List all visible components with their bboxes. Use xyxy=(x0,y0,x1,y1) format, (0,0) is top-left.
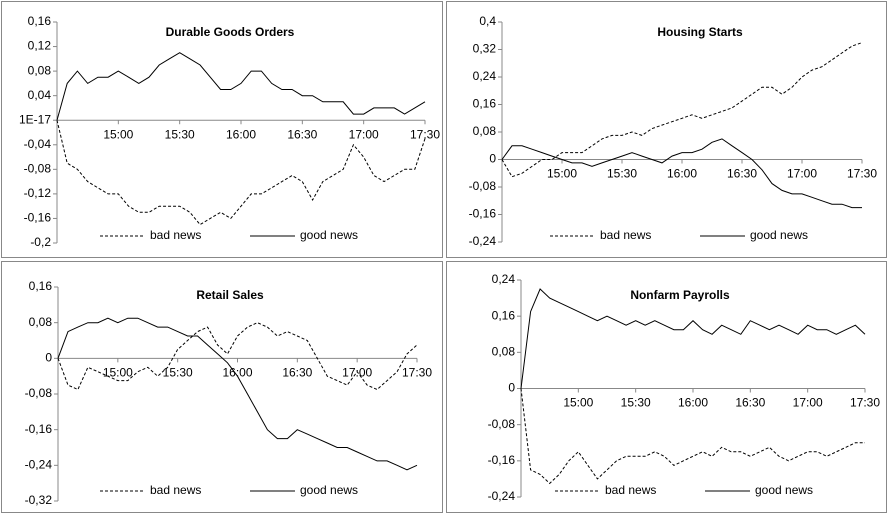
x-tick-label: 16:30 xyxy=(282,366,312,380)
x-tick-label: 15:30 xyxy=(165,127,195,141)
x-tick-label: 15:00 xyxy=(103,366,133,380)
y-tick-label: -0,16 xyxy=(24,211,52,225)
y-tick-label: 0,16 xyxy=(29,279,53,293)
y-tick-label: 0 xyxy=(508,381,515,395)
y-tick-label: -0,04 xyxy=(24,137,52,151)
y-tick-label: 0,16 xyxy=(492,308,516,322)
y-tick-label: -0,08 xyxy=(24,162,52,176)
x-tick-label: 17:30 xyxy=(402,366,432,380)
chart-title: Housing Starts xyxy=(657,25,743,39)
y-tick-label: 0,4 xyxy=(479,14,496,28)
y-tick-label: 0,08 xyxy=(492,345,516,359)
x-tick-label: 15:00 xyxy=(103,127,133,141)
legend-label: bad news xyxy=(600,228,651,242)
y-tick-label: -0,12 xyxy=(24,186,52,200)
x-tick-label: 15:30 xyxy=(607,167,637,181)
y-tick-label: -0,08 xyxy=(469,179,497,193)
series-line xyxy=(501,138,862,209)
y-tick-label: -0,24 xyxy=(25,458,53,472)
y-tick-label: 0,16 xyxy=(28,14,52,28)
chart-title: Durable Goods Orders xyxy=(166,25,295,39)
chart-title: Retail Sales xyxy=(196,288,264,302)
legend-label: bad news xyxy=(150,483,201,497)
legend-label: good news xyxy=(755,483,813,497)
x-tick-label: 15:30 xyxy=(621,396,651,410)
x-tick-label: 17:00 xyxy=(349,127,379,141)
y-tick-label: -0,24 xyxy=(488,489,516,503)
x-tick-label: 15:00 xyxy=(563,396,593,410)
y-tick-label: 0,08 xyxy=(473,124,497,138)
x-tick-label: 16:30 xyxy=(287,127,317,141)
series-line xyxy=(501,42,863,178)
x-tick-label: 16:00 xyxy=(226,127,256,141)
y-tick-label: -0,24 xyxy=(469,234,497,248)
y-tick-label: -0,08 xyxy=(25,386,53,400)
series-line xyxy=(56,120,426,226)
y-tick-label: 0,04 xyxy=(28,88,52,102)
x-tick-label: 17:00 xyxy=(793,396,823,410)
x-tick-label: 16:00 xyxy=(222,366,252,380)
y-tick-label: -0,2 xyxy=(30,235,51,249)
panel-frame xyxy=(446,261,887,513)
x-tick-label: 16:30 xyxy=(727,167,757,181)
y-tick-label: 0,32 xyxy=(473,42,497,56)
x-tick-label: 15:30 xyxy=(163,366,193,380)
x-tick-label: 16:00 xyxy=(667,167,697,181)
x-tick-label: 17:30 xyxy=(847,167,877,181)
y-tick-label: 0 xyxy=(45,351,52,365)
series-line xyxy=(520,288,866,389)
panel-frame xyxy=(1,261,443,513)
chart-title: Nonfarm Payrolls xyxy=(630,288,730,302)
series-line xyxy=(56,52,426,121)
panel-frame xyxy=(1,1,443,258)
legend-label: good news xyxy=(300,228,358,242)
x-tick-label: 17:30 xyxy=(410,127,440,141)
y-tick-label: 0,24 xyxy=(492,272,516,286)
y-tick-label: -0,16 xyxy=(488,453,516,467)
legend-label: bad news xyxy=(605,483,656,497)
y-tick-label: 1E-17 xyxy=(19,112,51,126)
legend-label: good news xyxy=(300,483,358,497)
y-tick-label: -0,16 xyxy=(25,422,53,436)
y-tick-label: 0,12 xyxy=(28,39,52,53)
panel-frame xyxy=(446,1,887,258)
y-tick-label: -0,08 xyxy=(488,417,516,431)
y-tick-label: 0,24 xyxy=(473,69,497,83)
y-tick-label: 0,08 xyxy=(29,315,53,329)
legend-label: bad news xyxy=(150,228,201,242)
y-tick-label: 0 xyxy=(489,152,496,166)
x-tick-label: 15:00 xyxy=(547,167,577,181)
x-tick-label: 17:00 xyxy=(787,167,817,181)
legend-label: good news xyxy=(750,228,808,242)
x-tick-label: 17:30 xyxy=(850,396,880,410)
series-line xyxy=(57,322,418,391)
y-tick-label: 0,16 xyxy=(473,97,497,111)
x-tick-label: 16:00 xyxy=(678,396,708,410)
x-tick-label: 16:30 xyxy=(735,396,765,410)
y-tick-label: -0,32 xyxy=(25,493,53,507)
series-line xyxy=(57,317,418,471)
y-tick-label: 0,08 xyxy=(28,63,52,77)
y-tick-label: -0,16 xyxy=(469,207,497,221)
